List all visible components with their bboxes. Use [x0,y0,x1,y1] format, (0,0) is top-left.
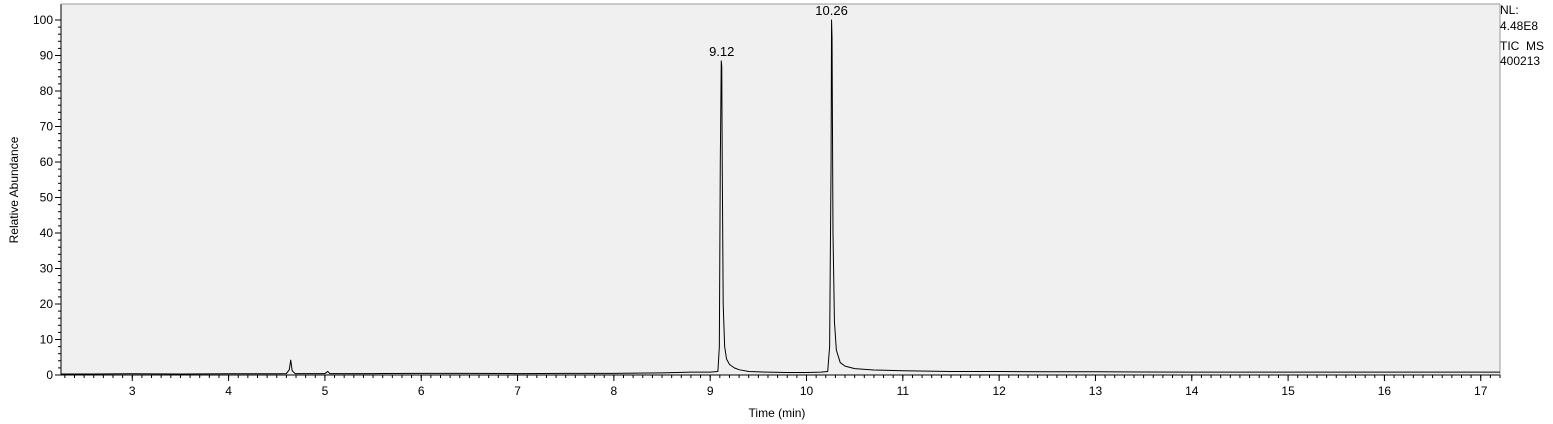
nl-label: NL: [1500,3,1519,17]
x-tick-label: 4 [225,384,232,398]
y-tick-label: 20 [40,297,54,311]
x-tick-label: 12 [992,384,1006,398]
nl-value: 4.48E8 [1500,19,1539,33]
y-tick-label: 80 [40,84,54,98]
peak-labels: 9.12 10.26 [709,3,848,59]
axis-tick-labels: 0 10 20 30 40 50 60 70 80 90 100 3 4 5 6 7 8 9 10 11 12 13 14 1… [33,13,1488,398]
x-tick-label: 7 [514,384,521,398]
x-tick-label: 3 [129,384,136,398]
sample-id: 400213 [1500,54,1541,68]
y-tick-label: 10 [40,333,54,347]
y-tick-label: 40 [40,226,54,240]
x-tick-label: 8 [611,384,618,398]
x-tick-label: 14 [1185,384,1199,398]
peak-label: 9.12 [709,44,734,59]
y-tick-label: 90 [40,49,54,63]
x-axis-label: Time (min) [749,406,806,420]
y-tick-label: 70 [40,120,54,134]
x-tick-label: 15 [1281,384,1295,398]
y-tick-label: 100 [33,13,53,27]
x-tick-label: 5 [322,384,329,398]
x-tick-label: 9 [707,384,714,398]
x-tick-label: 13 [1089,384,1103,398]
y-axis-label: Relative Abundance [7,136,21,243]
y-tick-label: 30 [40,262,54,276]
peak-label: 10.26 [815,3,848,18]
y-tick-label: 50 [40,191,54,205]
axis-ticks [55,19,1501,381]
y-tick-label: 60 [40,155,54,169]
x-tick-label: 10 [800,384,814,398]
x-tick-label: 17 [1474,384,1488,398]
plot-area [61,4,1500,375]
x-tick-label: 6 [418,384,425,398]
scan-type: TIC MS [1500,39,1544,53]
y-tick-label: 0 [46,368,53,382]
x-tick-label: 11 [897,384,910,398]
x-tick-label: 16 [1378,384,1392,398]
tic-trace-line [61,19,1500,375]
